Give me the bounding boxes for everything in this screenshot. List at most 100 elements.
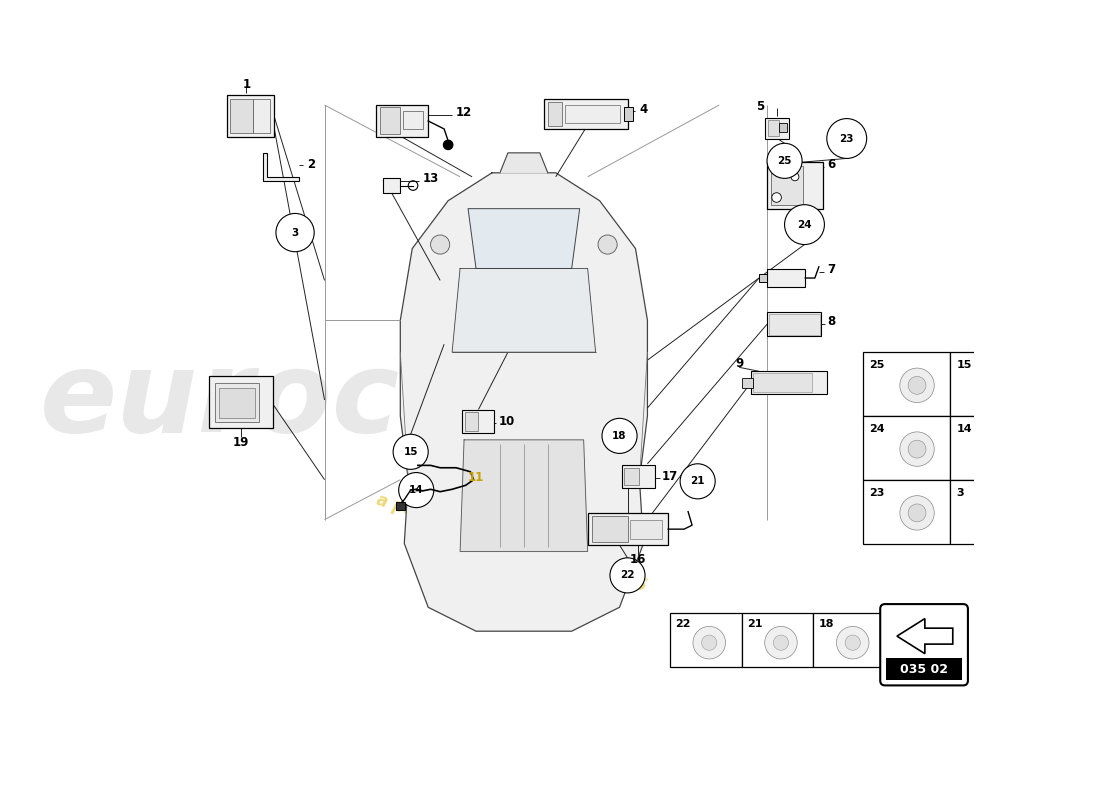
FancyBboxPatch shape [880, 604, 968, 686]
Bar [766, 118, 790, 138]
Bar [862, 352, 950, 416]
Text: 19: 19 [233, 436, 249, 449]
Bar [768, 120, 779, 136]
Text: 5: 5 [756, 100, 764, 113]
Bar [759, 274, 767, 282]
Bar [862, 480, 950, 543]
Text: 1: 1 [242, 78, 251, 91]
Bar [216, 383, 260, 422]
Text: 3: 3 [957, 488, 965, 498]
Bar [752, 373, 813, 392]
Text: 14: 14 [409, 485, 424, 495]
Text: 6: 6 [827, 158, 835, 171]
Text: 24: 24 [798, 220, 812, 230]
Bar [771, 166, 803, 205]
Text: a passion for parts since 1985: a passion for parts since 1985 [374, 491, 649, 596]
Bar [630, 519, 662, 538]
Bar [253, 99, 271, 133]
Text: 18: 18 [613, 431, 627, 441]
Bar [670, 613, 741, 667]
Bar [769, 314, 820, 334]
Bar [383, 178, 400, 193]
Bar [462, 410, 494, 434]
Text: 4: 4 [639, 102, 648, 115]
Bar [592, 516, 627, 542]
Circle shape [784, 205, 824, 245]
Circle shape [900, 496, 934, 530]
Bar [396, 502, 405, 510]
Circle shape [988, 368, 1022, 402]
Text: 13: 13 [422, 172, 439, 185]
Text: 22: 22 [675, 619, 691, 630]
Text: 17: 17 [662, 470, 678, 483]
Bar [543, 98, 627, 129]
Bar [564, 105, 620, 122]
Bar [403, 111, 422, 129]
Text: 3: 3 [292, 227, 299, 238]
Text: 16: 16 [629, 553, 646, 566]
Circle shape [610, 558, 645, 593]
Circle shape [996, 504, 1014, 522]
Circle shape [845, 635, 860, 650]
Text: 035 02: 035 02 [900, 663, 948, 676]
Polygon shape [499, 153, 548, 173]
Text: 21: 21 [691, 476, 705, 486]
Text: 25: 25 [778, 156, 792, 166]
Text: 25: 25 [869, 360, 884, 370]
Bar [767, 270, 805, 286]
Bar [813, 613, 886, 667]
Circle shape [772, 193, 781, 202]
Text: 24: 24 [869, 424, 884, 434]
Circle shape [693, 626, 726, 659]
Text: 10: 10 [498, 415, 515, 428]
Text: 12: 12 [456, 106, 472, 119]
Circle shape [430, 235, 450, 254]
Bar [621, 466, 656, 488]
Bar [862, 416, 950, 480]
Circle shape [791, 173, 799, 181]
Text: 15: 15 [404, 447, 418, 457]
Circle shape [996, 440, 1014, 458]
Circle shape [827, 118, 867, 158]
Text: 9: 9 [735, 357, 744, 370]
Circle shape [680, 464, 715, 499]
Bar [227, 95, 274, 137]
Polygon shape [896, 618, 953, 654]
Bar [465, 412, 477, 431]
Bar [779, 122, 786, 132]
Circle shape [909, 504, 926, 522]
Bar [209, 376, 273, 428]
Circle shape [900, 432, 934, 466]
Text: 15: 15 [957, 360, 972, 370]
Bar [767, 312, 822, 336]
Bar [950, 480, 1038, 543]
Text: 8: 8 [827, 315, 835, 328]
Polygon shape [469, 209, 580, 269]
Bar [381, 107, 400, 134]
Text: 23: 23 [869, 488, 884, 498]
Text: 11: 11 [469, 471, 484, 484]
Circle shape [764, 626, 798, 659]
Polygon shape [263, 153, 299, 181]
Text: eurocars: eurocars [40, 345, 601, 455]
Bar [624, 106, 634, 121]
Text: 14: 14 [957, 424, 972, 434]
Text: 18: 18 [818, 619, 834, 630]
Bar [767, 162, 823, 209]
Circle shape [900, 368, 934, 402]
Circle shape [988, 432, 1022, 466]
Circle shape [702, 635, 717, 650]
Polygon shape [460, 440, 587, 551]
Circle shape [443, 140, 453, 150]
Bar [741, 613, 813, 667]
Circle shape [393, 434, 428, 470]
Circle shape [767, 143, 802, 178]
Text: 2: 2 [307, 158, 315, 171]
Bar [231, 99, 253, 133]
Bar [886, 658, 962, 680]
Text: 23: 23 [839, 134, 854, 143]
Circle shape [988, 496, 1022, 530]
Bar [950, 352, 1038, 416]
Bar [950, 416, 1038, 480]
Circle shape [276, 214, 315, 252]
